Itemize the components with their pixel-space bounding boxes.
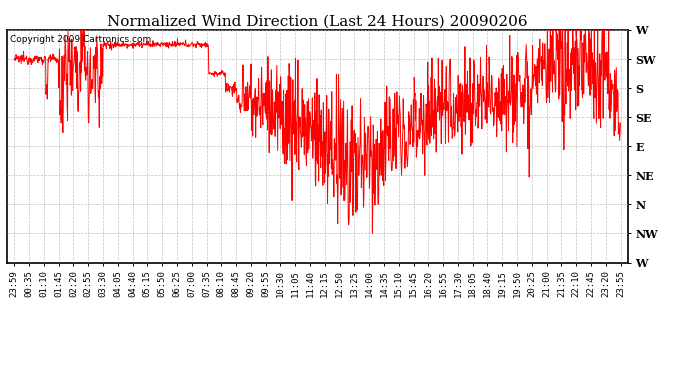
Text: Copyright 2009 Cartronics.com: Copyright 2009 Cartronics.com [10,34,151,44]
Title: Normalized Wind Direction (Last 24 Hours) 20090206: Normalized Wind Direction (Last 24 Hours… [107,15,528,29]
